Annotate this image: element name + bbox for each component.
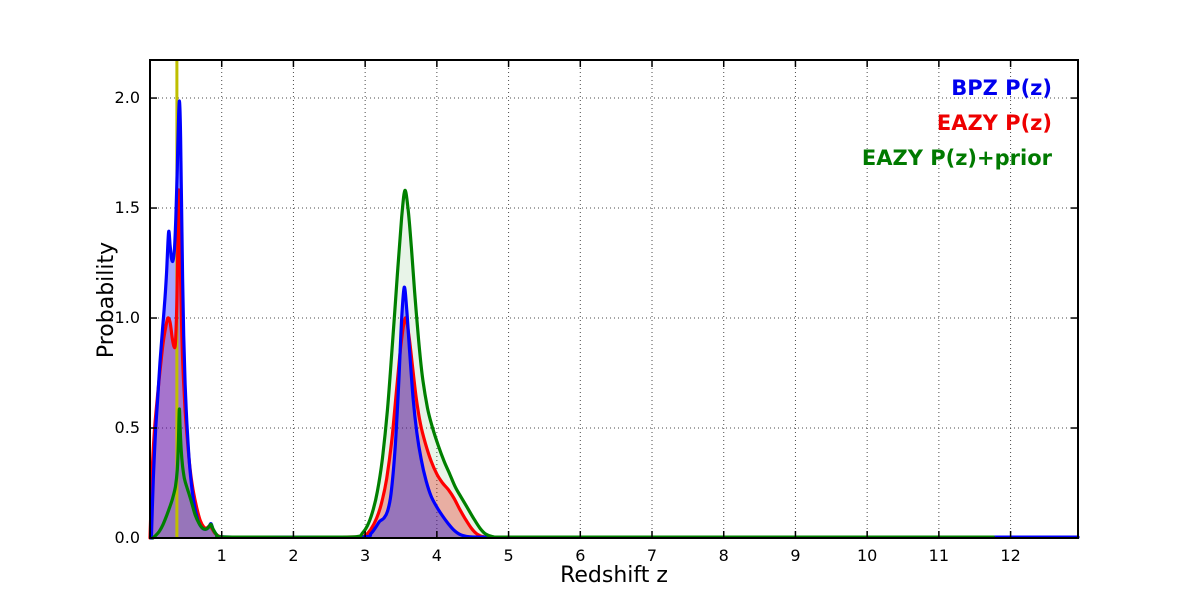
x-tick-label: 4 [431, 546, 442, 565]
axes-spines [149, 59, 1079, 539]
x-tick-label: 7 [646, 546, 658, 565]
series-line [148, 188, 995, 540]
x-tick-label: 12 [1000, 546, 1021, 565]
y-tick-label: 2.0 [114, 88, 140, 108]
y-tick-label: 1.5 [114, 198, 140, 218]
x-tick-label: 8 [718, 546, 729, 565]
y-tick-label: 0.0 [114, 528, 140, 547]
legend-item-bpz: BPZ P(z) [951, 76, 1052, 100]
series-fill [150, 189, 994, 539]
y-tick-label: 0.5 [114, 418, 140, 437]
x-tick-label: 5 [503, 546, 514, 565]
x-tick-label: 11 [928, 546, 950, 565]
x-tick-label: 1 [216, 546, 227, 565]
legend-item-eazy-prior: EAZY P(z)+prior [861, 146, 1052, 170]
y-axis-title: Probability [94, 241, 119, 359]
legend-item-eazy: EAZY P(z) [936, 111, 1052, 135]
x-tick-label: 2 [288, 546, 299, 565]
series-line [151, 188, 995, 540]
x-tick-label: 6 [575, 546, 586, 565]
x-tick-label: 10 [856, 546, 878, 565]
y-tick-label: 1.0 [114, 308, 140, 328]
x-axis-title: Redshift z [560, 563, 668, 588]
legend: BPZ P(z) EAZY P(z) EAZY P(z)+prior [862, 76, 1052, 181]
x-tick-label: 9 [790, 546, 801, 565]
x-tick-label: 3 [360, 546, 371, 565]
